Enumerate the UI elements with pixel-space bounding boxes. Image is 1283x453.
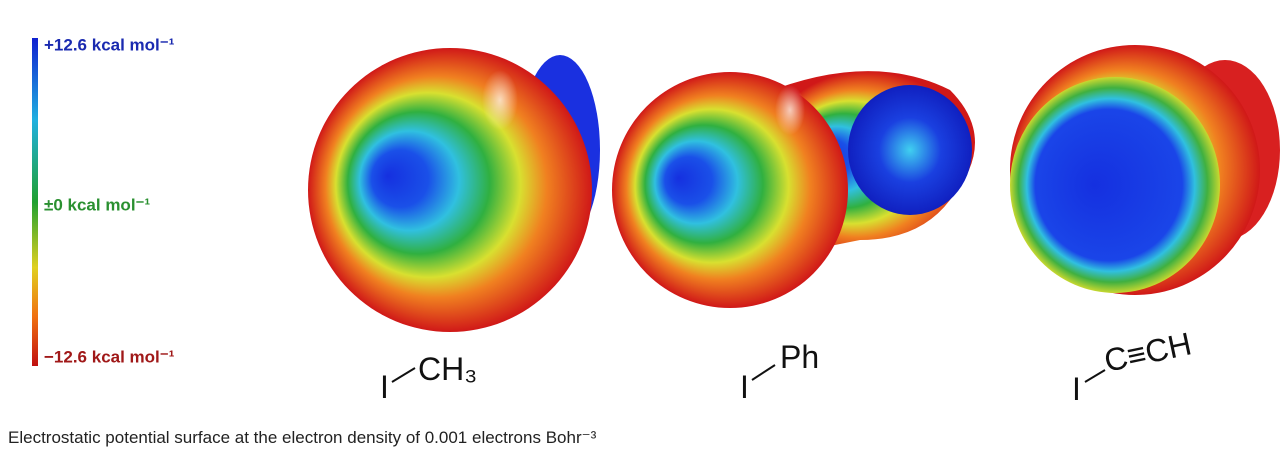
scale-middle-label: ±0 kcal mol⁻¹ [44,195,151,214]
group: CH₃ [418,351,477,387]
label-iph: I Ph [740,339,819,405]
label-iccb: I C≡CH [1072,325,1195,407]
label-ich3: I CH₃ [380,351,477,405]
page: +12.6 kcal mol⁻¹ ±0 kcal mol⁻¹ −12.6 kca… [0,0,1283,453]
caption: Electrostatic potential surface at the e… [8,428,597,447]
bond [1085,370,1105,382]
scale-bottom-label: −12.6 kcal mol⁻¹ [44,347,175,366]
bond [392,368,415,382]
surface-iph [612,71,975,308]
atom: I [380,369,389,405]
surface-ich3 [308,48,600,332]
surface-iccb [1010,45,1280,295]
group: Ph [780,339,819,375]
group: C≡CH [1101,325,1195,379]
atom: I [740,369,749,405]
color-scale [32,38,38,366]
atom: I [1072,371,1081,407]
bond [752,365,775,380]
figure: +12.6 kcal mol⁻¹ ±0 kcal mol⁻¹ −12.6 kca… [0,0,1283,453]
scale-top-label: +12.6 kcal mol⁻¹ [44,35,175,54]
